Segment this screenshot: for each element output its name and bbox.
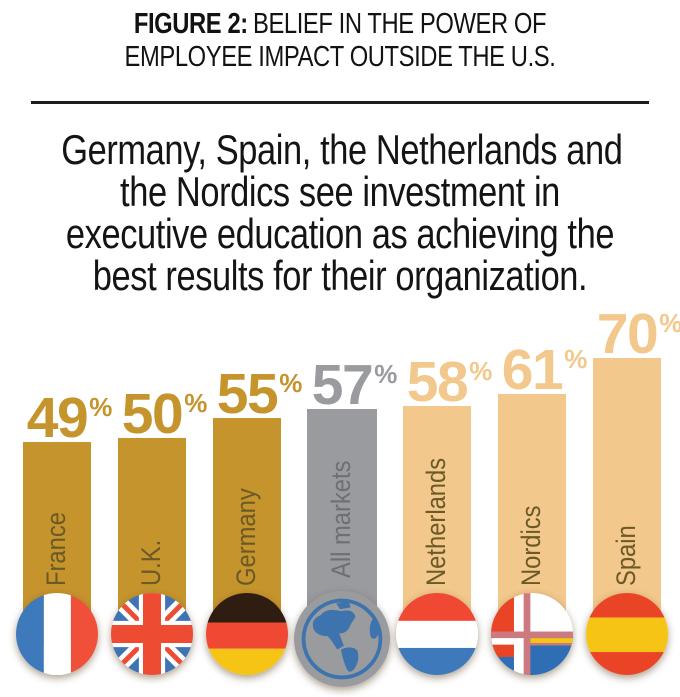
figure-title: FIGURE 2: BELIEF IN THE POWER OF EMPLOYEE… [61, 8, 619, 74]
percent-sign: % [374, 359, 398, 389]
bar-column-germany: 55 % Germany [200, 0, 303, 697]
percent-sign: % [659, 310, 680, 336]
nordics-flag-icon [491, 593, 573, 675]
value-number: 55 [216, 362, 279, 426]
figure-title-text: BELIEF IN THE POWER OF [253, 8, 547, 40]
subtitle-line: executive education as achieving the [65, 210, 615, 257]
percent-sign: % [469, 356, 493, 386]
value-label-all-markets: 57 % [312, 357, 398, 414]
bar-label-spain: Spain [611, 525, 641, 586]
value-label-france: 49 % [27, 390, 113, 447]
subtitle-line: Germany, Spain, the Netherlands and [61, 126, 623, 173]
globe-icon [294, 591, 390, 687]
bar-column-nordics: 61 % Nordics [485, 0, 588, 697]
bar-column-all-markets: 57 % All markets [294, 0, 398, 697]
value-number: 57 [311, 353, 374, 417]
subtitle-line: best results for their organization. [92, 252, 588, 299]
value-number: 70 [596, 302, 659, 366]
value-label-netherlands: 58 % [407, 354, 493, 411]
figure-number: FIGURE 2: [133, 8, 248, 40]
bar-label-uk: U.K. [136, 539, 166, 586]
value-label-uk: 50 % [122, 386, 208, 443]
value-number: 49 [26, 386, 89, 450]
value-label-spain: 70 % [597, 306, 680, 363]
bar-column-netherlands: 58 % Netherlands [390, 0, 493, 697]
netherlands-flag-icon [396, 593, 478, 675]
percent-sign: % [279, 368, 303, 398]
bar-label-all-markets: All markets [326, 460, 356, 578]
value-number: 61 [501, 338, 564, 402]
figure-subtitle: Germany, Spain, the Netherlands and the … [61, 126, 623, 299]
divider-rule [31, 101, 649, 104]
bar-label-germany: Germany [231, 488, 261, 586]
percent-sign: % [184, 388, 208, 418]
figure-title-line-2: EMPLOYEE IMPACT OUTSIDE THE U.S. [124, 41, 556, 73]
bar-column-spain: 70 % Spain [580, 0, 680, 697]
value-number: 50 [121, 382, 184, 446]
bar-label-france: France [41, 512, 71, 586]
value-number: 58 [406, 350, 469, 414]
germany-flag-icon [206, 593, 288, 675]
bar-label-netherlands: Netherlands [421, 457, 451, 586]
bar-column-uk: 50 % U.K. [105, 0, 208, 697]
bar-column-france: 49 % France [10, 0, 113, 697]
figure-title-line-1: FIGURE 2: BELIEF IN THE POWER OF [61, 8, 619, 41]
percent-sign: % [564, 344, 588, 374]
uk-flag-icon [111, 593, 193, 675]
subtitle-line: the Nordics see investment in [120, 168, 560, 215]
france-flag-icon [16, 593, 98, 675]
bar-label-nordics: Nordics [516, 505, 546, 586]
value-label-nordics: 61 % [502, 342, 588, 399]
value-label-germany: 55 % [217, 366, 303, 423]
spain-flag-icon [586, 593, 668, 675]
percent-sign: % [89, 392, 113, 422]
